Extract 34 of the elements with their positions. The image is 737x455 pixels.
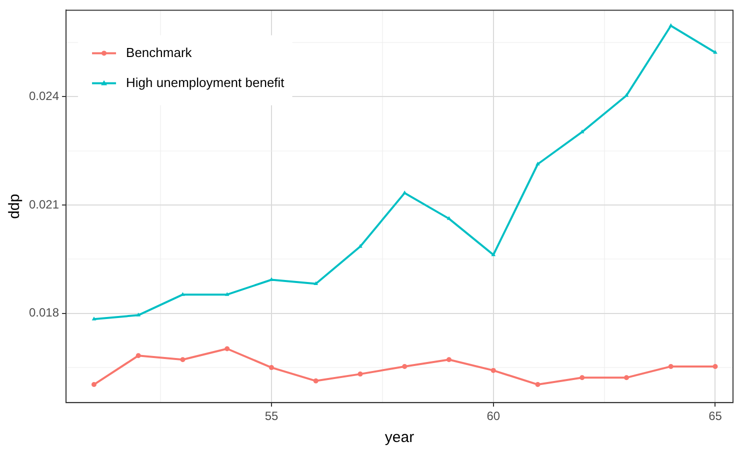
point — [624, 375, 629, 380]
point — [712, 364, 718, 369]
point — [446, 357, 452, 362]
point — [580, 375, 585, 380]
point — [136, 312, 141, 316]
point — [358, 372, 363, 377]
legend-label: Benchmark — [126, 44, 192, 60]
point — [668, 364, 674, 369]
point — [224, 346, 230, 352]
x-tick-label: 55 — [264, 409, 278, 424]
point — [92, 316, 96, 320]
x-axis-title: year — [384, 429, 414, 446]
y-tick-label: 0.021 — [29, 197, 60, 212]
y-tick-label: 0.024 — [29, 88, 60, 103]
point — [446, 216, 452, 220]
point — [313, 378, 318, 384]
x-tick-label: 60 — [486, 409, 500, 424]
point — [91, 382, 96, 388]
y-axis-title: ddp — [6, 194, 24, 219]
point — [136, 353, 141, 358]
point — [358, 244, 362, 248]
point — [402, 364, 408, 369]
point — [180, 357, 186, 362]
point — [314, 281, 318, 285]
point — [490, 368, 496, 373]
x-tick-label: 65 — [708, 409, 722, 424]
point — [536, 162, 540, 166]
point — [224, 292, 230, 296]
legend-label: High unemployment benefit — [126, 74, 285, 90]
point — [713, 50, 718, 54]
point — [535, 382, 540, 388]
point — [268, 365, 274, 370]
y-tick-label: 0.018 — [29, 306, 60, 320]
point — [491, 252, 496, 256]
